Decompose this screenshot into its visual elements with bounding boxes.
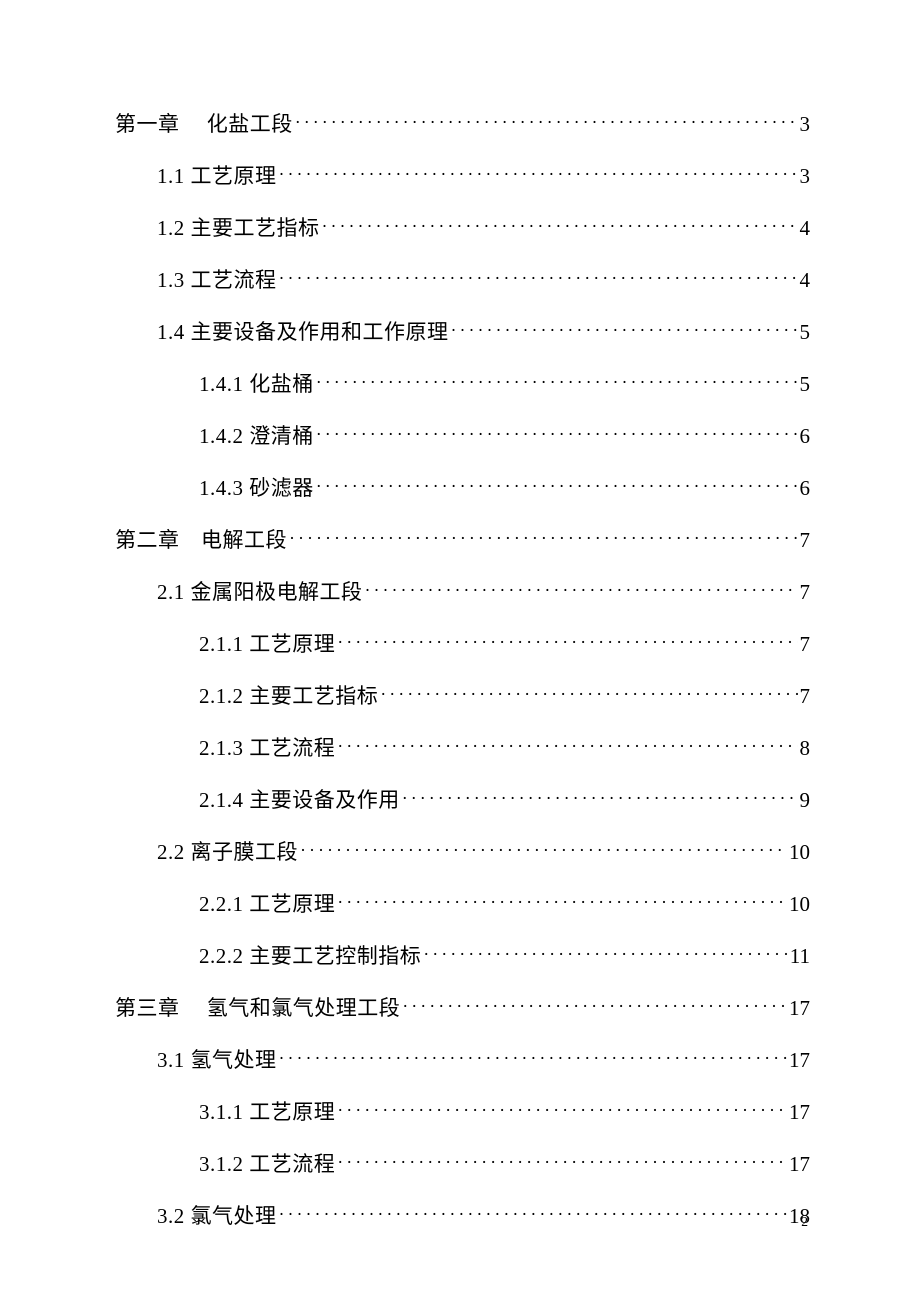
toc-entry-page: 4	[800, 270, 811, 291]
toc-entry-label: 第一章 化盐工段	[115, 114, 293, 135]
toc-entry: 2.2 离子膜工段 10	[115, 838, 810, 863]
page-number: 2	[801, 1214, 808, 1230]
toc-entry-label: 2.2.1 工艺原理	[199, 894, 335, 915]
toc-entry-label: 2.1.3 工艺流程	[199, 738, 335, 759]
toc-entry-label: 2.1.2 主要工艺指标	[199, 686, 378, 707]
toc-leader-dots	[337, 1098, 787, 1119]
toc-entry: 2.2.2 主要工艺控制指标 11	[115, 942, 810, 967]
toc-entry: 1.4.3 砂滤器 6	[115, 474, 810, 499]
toc-entry-label: 1.4 主要设备及作用和工作原理	[157, 322, 449, 343]
toc-entry-page: 6	[800, 426, 811, 447]
toc-leader-dots	[380, 682, 797, 703]
toc-entry: 1.1 工艺原理 3	[115, 162, 810, 187]
toc-entry-label: 2.2.2 主要工艺控制指标	[199, 946, 421, 967]
toc-entry-page: 17	[789, 1050, 810, 1071]
toc-entry: 2.1.2 主要工艺指标 7	[115, 682, 810, 707]
toc-leader-dots	[279, 1046, 788, 1067]
toc-entry-page: 8	[800, 738, 811, 759]
toc-entry: 2.1.3 工艺流程 8	[115, 734, 810, 759]
toc-entry: 第三章 氢气和氯气处理工段 17	[115, 994, 810, 1019]
toc-entry: 2.2.1 工艺原理 10	[115, 890, 810, 915]
toc-entry: 3.1.2 工艺流程 17	[115, 1150, 810, 1175]
toc-leader-dots	[316, 422, 798, 443]
toc-entry-page: 17	[789, 998, 810, 1019]
toc-leader-dots	[402, 994, 787, 1015]
toc-entry-label: 1.4.2 澄清桶	[199, 426, 314, 447]
toc-entry-page: 17	[789, 1154, 810, 1175]
toc-leader-dots	[322, 214, 798, 235]
toc-entry: 2.1 金属阳极电解工段 7	[115, 578, 810, 603]
toc-entry: 第一章 化盐工段 3	[115, 110, 810, 135]
toc-entry-label: 1.1 工艺原理	[157, 166, 277, 187]
toc-entry: 1.4.2 澄清桶 6	[115, 422, 810, 447]
toc-entry: 2.1.1 工艺原理 7	[115, 630, 810, 655]
toc-entry-page: 9	[800, 790, 811, 811]
toc-entry-label: 3.1.1 工艺原理	[199, 1102, 335, 1123]
toc-entry: 1.4 主要设备及作用和工作原理 5	[115, 318, 810, 343]
toc-entry-page: 7	[800, 582, 811, 603]
toc-leader-dots	[279, 266, 798, 287]
toc-leader-dots	[300, 838, 787, 859]
toc-entry-label: 2.1.1 工艺原理	[199, 634, 335, 655]
toc-leader-dots	[451, 318, 798, 339]
toc-leader-dots	[279, 162, 798, 183]
toc-entry-label: 1.4.3 砂滤器	[199, 478, 314, 499]
toc-entry-label: 1.4.1 化盐桶	[199, 374, 314, 395]
toc-entry-page: 3	[800, 166, 811, 187]
toc-entry-label: 3.1.2 工艺流程	[199, 1154, 335, 1175]
toc-entry: 1.3 工艺流程 4	[115, 266, 810, 291]
toc-leader-dots	[402, 786, 798, 807]
toc-entry-page: 10	[789, 842, 810, 863]
toc-entry-page: 5	[800, 374, 811, 395]
toc-entry-label: 3.1 氢气处理	[157, 1050, 277, 1071]
toc-container: 第一章 化盐工段31.1 工艺原理31.2 主要工艺指标41.3 工艺流程41.…	[0, 0, 920, 1227]
toc-entry-label: 第二章 电解工段	[115, 530, 287, 551]
toc-leader-dots	[337, 890, 787, 911]
toc-entry: 2.1.4 主要设备及作用 9	[115, 786, 810, 811]
toc-entry: 1.4.1 化盐桶 5	[115, 370, 810, 395]
toc-leader-dots	[316, 474, 798, 495]
toc-entry-page: 6	[800, 478, 811, 499]
toc-entry-label: 1.3 工艺流程	[157, 270, 277, 291]
toc-entry-label: 1.2 主要工艺指标	[157, 218, 320, 239]
toc-leader-dots	[337, 630, 797, 651]
toc-entry: 第二章 电解工段 7	[115, 526, 810, 551]
toc-entry-page: 7	[800, 530, 811, 551]
toc-entry-label: 2.2 离子膜工段	[157, 842, 298, 863]
toc-entry-label: 2.1 金属阳极电解工段	[157, 582, 363, 603]
toc-entry: 3.1 氢气处理 17	[115, 1046, 810, 1071]
toc-entry-page: 10	[789, 894, 810, 915]
toc-entry-page: 5	[800, 322, 811, 343]
toc-leader-dots	[295, 110, 798, 131]
toc-entry: 3.2 氯气处理18	[115, 1202, 810, 1227]
toc-entry-label: 2.1.4 主要设备及作用	[199, 790, 400, 811]
toc-entry-page: 7	[800, 686, 811, 707]
toc-entry-page: 7	[800, 634, 811, 655]
toc-entry: 3.1.1 工艺原理 17	[115, 1098, 810, 1123]
toc-leader-dots	[279, 1202, 788, 1223]
toc-leader-dots	[289, 526, 798, 547]
toc-entry-page: 3	[800, 114, 811, 135]
toc-entry-label: 3.2 氯气处理	[157, 1206, 277, 1227]
toc-entry-page: 17	[789, 1102, 810, 1123]
toc-leader-dots	[365, 578, 798, 599]
toc-leader-dots	[316, 370, 798, 391]
toc-leader-dots	[423, 942, 788, 963]
toc-entry-page: 4	[800, 218, 811, 239]
toc-entry-page: 11	[790, 946, 810, 967]
toc-leader-dots	[337, 1150, 787, 1171]
toc-leader-dots	[337, 734, 797, 755]
toc-entry: 1.2 主要工艺指标 4	[115, 214, 810, 239]
toc-entry-label: 第三章 氢气和氯气处理工段	[115, 998, 400, 1019]
